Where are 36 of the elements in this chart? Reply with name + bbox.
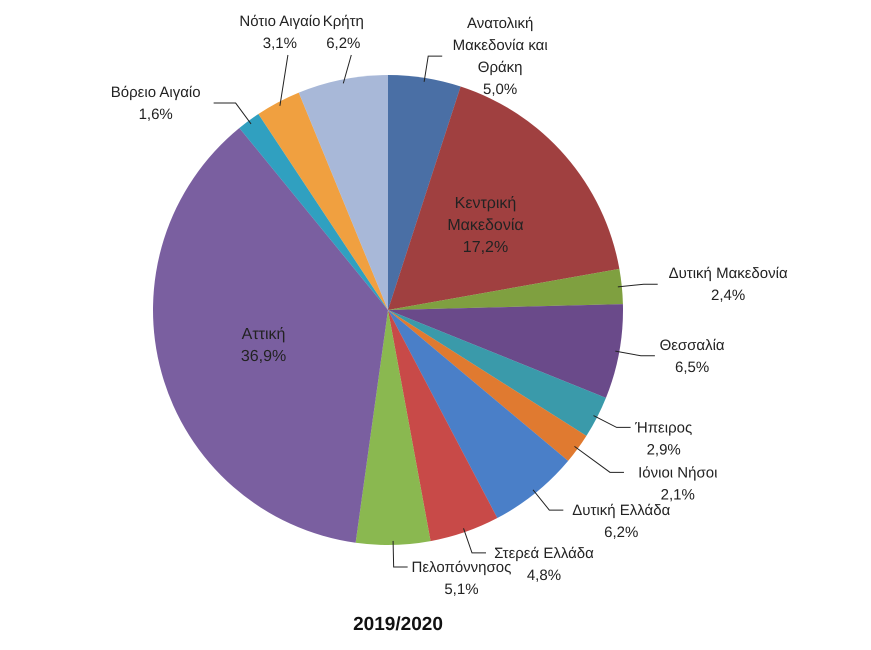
slice-label: Δυτική Μακεδονία bbox=[668, 264, 788, 282]
data-label: 4,8% bbox=[526, 566, 562, 584]
pie-slice bbox=[388, 310, 568, 518]
pie-slice bbox=[388, 310, 498, 542]
pie-slice bbox=[356, 310, 431, 545]
data-label: 17,2% bbox=[462, 238, 508, 256]
pie-slice bbox=[239, 114, 388, 310]
data-label: 2,1% bbox=[660, 486, 695, 503]
slice-label: Ιόνιοι Νήσοι bbox=[638, 464, 718, 481]
slice-label: Ανατολική Μακεδονία και Θράκη bbox=[452, 14, 548, 76]
pie-slice bbox=[388, 310, 606, 436]
data-label: 3,1% bbox=[262, 34, 298, 52]
slice-label: Δυτική Ελλάδα bbox=[572, 502, 671, 519]
data-label: 1,6% bbox=[138, 106, 173, 123]
pie-slice bbox=[298, 75, 388, 310]
data-label: 2,9% bbox=[646, 440, 681, 458]
data-label: 5,0% bbox=[483, 80, 518, 98]
slice-label: Νότιο Αιγαίο bbox=[239, 12, 320, 30]
pie-slice bbox=[388, 310, 586, 461]
data-label: 2,4% bbox=[711, 286, 746, 304]
pie-slice bbox=[388, 304, 623, 398]
data-label: 6,5% bbox=[674, 358, 710, 376]
data-label: 36,9% bbox=[240, 347, 286, 364]
text: 2019/2020 bbox=[352, 614, 444, 636]
pie-slice bbox=[388, 268, 623, 310]
data-label: 6,2% bbox=[326, 34, 360, 52]
slice-label: Θεσσαλία bbox=[660, 336, 725, 354]
slice-label: Κεντρική Μακεδονία bbox=[447, 194, 524, 234]
slice-label: Κρήτη bbox=[322, 12, 364, 30]
slice-label: Ήπειρος bbox=[634, 418, 692, 436]
slice-label: Βόρειο Αιγαίο bbox=[110, 84, 201, 101]
pie-slice bbox=[153, 128, 388, 543]
data-label: 5,1% bbox=[444, 580, 479, 598]
pie-slice bbox=[258, 92, 388, 310]
slice-label: Αττική bbox=[242, 325, 286, 342]
data-label: 6,2% bbox=[604, 524, 638, 541]
